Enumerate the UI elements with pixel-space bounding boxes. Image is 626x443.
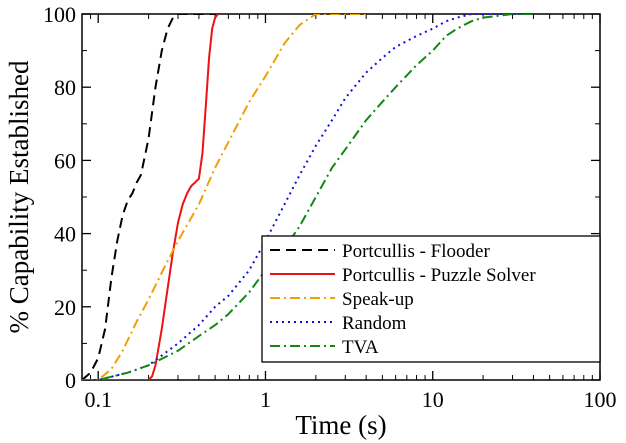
y-tick-label: 20 <box>54 295 76 320</box>
series-line-5 <box>82 14 534 380</box>
legend-label-5: TVA <box>342 337 379 358</box>
legend: Portcullis - Flooder Portcullis - Puzzle … <box>261 235 601 363</box>
y-tick-label: 80 <box>54 75 76 100</box>
y-tick-label: 60 <box>54 148 76 173</box>
y-tick-label: 100 <box>43 2 76 27</box>
x-axis-label: Time (s) <box>295 410 386 440</box>
series-line-1 <box>82 14 216 380</box>
y-tick-label: 40 <box>54 222 76 247</box>
x-tick-label: 10 <box>422 387 444 412</box>
x-tick-label: 1 <box>260 387 271 412</box>
y-axis-label: % Capability Established <box>4 60 34 333</box>
x-tick-label: 100 <box>584 387 617 412</box>
legend-label-2: Portcullis - Puzzle Solver <box>342 265 536 286</box>
legend-label-4: Random <box>342 313 407 334</box>
y-tick-label: 0 <box>65 368 76 393</box>
series-lines <box>82 14 534 380</box>
legend-label-1: Portcullis - Flooder <box>342 241 490 262</box>
series-line-3 <box>82 14 367 380</box>
axis-ticks: 0.1 1 10 100 0 20 40 60 80 100 <box>43 2 617 412</box>
legend-label-3: Speak-up <box>342 289 414 310</box>
x-tick-label: 0.1 <box>84 387 112 412</box>
series-line-2 <box>82 14 219 380</box>
